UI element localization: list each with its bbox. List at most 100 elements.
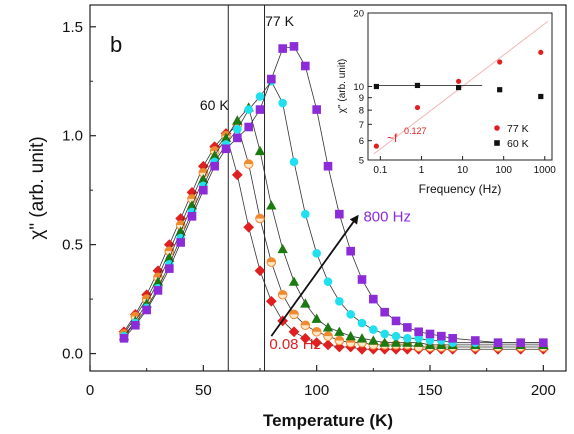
data-point [255,213,265,224]
data-point [244,105,253,114]
y-tick-label: 1.5 [62,19,83,36]
inset-series-group [373,20,549,155]
inset-x-tick-label: 1 [419,165,425,176]
data-point [335,296,344,306]
data-point [346,246,355,256]
data-point [300,298,311,308]
data-point [254,265,266,277]
data-point [301,61,310,71]
legend-marker [494,125,500,131]
data-point [390,337,402,347]
inset-legend: 77 K 60 K [494,123,529,150]
inset-data-point [538,49,544,55]
inset-data-point [497,87,503,93]
data-point [244,122,253,132]
series-line [123,45,544,344]
data-point [369,294,378,304]
data-point [119,334,129,343]
y-tick-label: 0.0 [62,346,83,363]
data-point [165,264,174,273]
data-point [357,275,367,284]
inset-data-point [414,104,421,111]
data-point [289,309,299,320]
high-frequency-label: 800 Hz [363,208,411,225]
data-point [403,323,412,332]
data-point [414,327,423,337]
legend-item: 77 K [494,123,529,135]
data-point [437,331,446,341]
data-point [243,159,254,169]
legend-marker [494,140,500,146]
data-point [278,44,287,53]
data-point [232,115,243,125]
series-4 [119,42,548,347]
panel-label: b [110,32,122,57]
data-point [322,339,334,351]
data-point [243,221,255,233]
data-point [254,145,266,156]
data-point [186,200,198,210]
y-tick-label: 0.5 [62,237,83,254]
data-point [209,150,220,160]
data-point [471,336,480,345]
series-line [123,106,544,346]
inset-y-tick-label: 9 [359,93,364,104]
main-annotations: 0.08 Hz 800 Hz [269,208,411,353]
inset-data-point [373,143,379,149]
data-point [277,289,288,300]
inset-y-tick-label: 5 [359,156,364,167]
x-tick-label: 150 [417,382,442,399]
data-point [414,334,423,343]
data-point [266,257,277,267]
inset-x-tick-label: 1000 [534,165,557,176]
x-tick-label: 100 [304,382,329,399]
data-point [221,144,231,154]
inset-data-point [455,84,462,91]
data-point [277,243,288,254]
data-point [322,322,334,332]
data-point [311,313,322,323]
data-point [425,336,435,345]
data-point [379,337,390,347]
data-point [278,98,287,108]
data-point [187,212,197,221]
data-point [539,338,548,347]
inset-x-axis-label: Frequency (Hz) [419,182,502,196]
data-point [267,74,276,84]
data-point [391,331,401,341]
inset-series-1 [373,82,544,100]
data-point [289,157,299,167]
inset-x-tick-label: 0.1 [373,165,387,176]
data-point [425,329,435,339]
data-point [323,331,333,341]
data-point [255,92,265,101]
data-point [231,169,243,181]
data-point [288,276,300,286]
series-line [123,80,544,344]
inset-data-point [538,93,544,100]
frequency-arrow [270,214,359,337]
data-point [288,326,300,338]
data-point [335,209,344,219]
data-point [233,133,242,143]
series-line [123,132,544,350]
data-point [176,238,185,247]
inset-y-tick-label: 6 [359,136,364,147]
inset-data-point [414,82,421,89]
data-point [311,337,323,349]
inset-fit-exponent: 0.127 [404,126,427,136]
data-point [301,209,310,219]
data-point [334,326,345,336]
data-point [300,320,311,331]
data-point [153,286,163,295]
x-tick-label: 0 [86,382,94,399]
data-point [175,226,186,236]
series-line [123,124,544,348]
data-point [142,305,151,315]
legend-label: 60 K [507,138,529,150]
x-axis-label: Temperature (K) [263,411,393,430]
data-point [312,249,321,258]
inset-fit-label: ~f [387,131,398,145]
inset-y-tick-label: 7 [359,120,364,131]
